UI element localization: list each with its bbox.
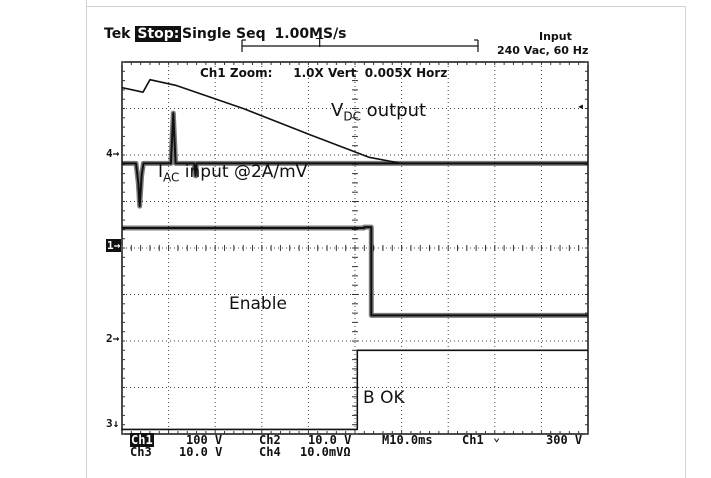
stop-badge: Stop: — [135, 26, 182, 42]
ch1-marker: 1→ — [106, 239, 122, 252]
ch1-marker-box: 1→ — [106, 239, 122, 252]
status-timebase: M10.0ms — [382, 433, 433, 447]
iac-sub: AC — [163, 170, 180, 185]
zoom-label: Ch1 Zoom: 1.0X Vert 0.005X Horz — [200, 66, 448, 80]
trigger-marker: T — [316, 36, 324, 50]
mode-label: Single Seq — [182, 26, 266, 42]
trace-iac-input-noise-band — [122, 110, 588, 209]
input-title: Input — [539, 30, 572, 43]
enable-annotation: Enable — [229, 294, 287, 314]
status-ch3-label: Ch3 — [130, 445, 152, 459]
iac-input-annotation: IAC input @2A/mV — [158, 162, 307, 184]
frame-top-line — [86, 6, 686, 7]
ch4-marker: 4→ — [106, 147, 120, 160]
graticule — [121, 61, 589, 435]
status-trig-slope: ⌄ — [493, 430, 501, 444]
header-brand: Tek Stop: — [104, 26, 182, 42]
trace-b-ok — [122, 349, 588, 431]
ch1-badge: Ch1 — [130, 433, 154, 447]
vdc-rest: output — [360, 100, 427, 121]
vdc-output-annotation: VDC output — [331, 100, 426, 124]
status-ch2-label: Ch2 — [259, 433, 281, 447]
iac-rest: input @2A/mV — [179, 162, 308, 182]
status-trig-source: Ch1 — [462, 433, 484, 447]
frame-right-rule — [685, 6, 686, 478]
vdc-sub: DC — [343, 109, 361, 124]
trace-enable-noise-band — [122, 224, 588, 318]
vdc-main: V — [331, 100, 344, 121]
status-trig-level: 300 V — [546, 433, 583, 447]
header-mode: Single Seq 1.00MS/s — [182, 26, 347, 42]
iac-main: I — [158, 162, 164, 182]
b-ok-annotation: B OK — [363, 388, 405, 408]
sample-rate-label: 1.00MS/s — [274, 26, 347, 42]
status-ch1-label: Ch1 — [130, 433, 154, 447]
frame-left-rule — [86, 6, 87, 478]
status-ch2-scale: 10.0 V — [308, 433, 352, 447]
status-ch4-label: Ch4 — [259, 445, 281, 459]
brand-label: Tek — [104, 26, 131, 42]
status-ch3-scale: 10.0 V — [179, 445, 223, 459]
status-ch1-scale: 100 V — [186, 433, 223, 447]
ch3-marker: 3↓ — [106, 417, 120, 430]
ch2-marker: 2→ — [106, 332, 120, 345]
frame-top-rule — [86, 0, 87, 7]
right-edge-arrow: ◂ — [577, 99, 585, 113]
input-spec: 240 Vac, 60 Hz — [497, 44, 589, 57]
traces — [121, 78, 588, 431]
status-ch4-scale: 10.0mVΩ — [300, 445, 351, 459]
